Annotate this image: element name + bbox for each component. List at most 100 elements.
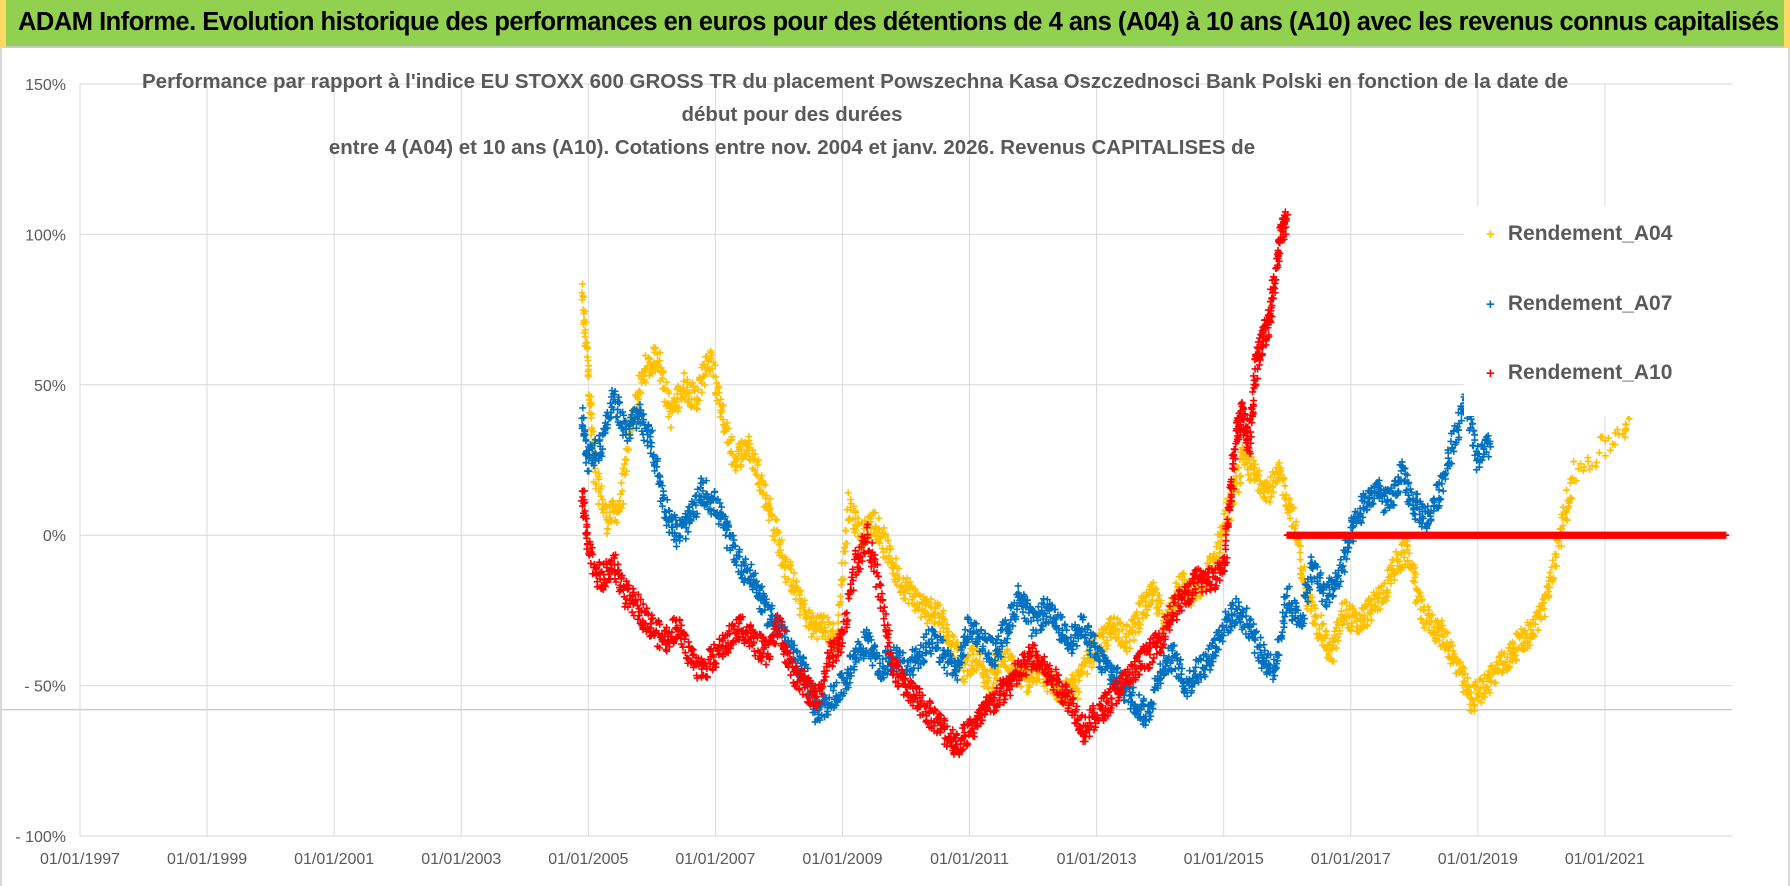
data-point (1130, 612, 1138, 620)
data-point (1075, 677, 1083, 685)
data-point (941, 616, 949, 624)
data-point (718, 407, 726, 415)
data-point (1329, 592, 1337, 600)
data-point (943, 621, 951, 629)
data-point (1152, 586, 1160, 594)
data-point (1251, 460, 1259, 468)
data-point (650, 345, 658, 353)
data-point (587, 401, 595, 409)
data-point (581, 333, 589, 341)
data-point (1126, 637, 1134, 645)
x-tick-label: 01/01/2021 (1565, 851, 1645, 868)
data-point (604, 525, 612, 533)
data-point (1562, 515, 1570, 523)
data-point (1249, 456, 1257, 464)
data-point (1606, 446, 1614, 454)
data-point (1294, 538, 1302, 546)
data-point (1376, 605, 1384, 613)
data-point (1250, 464, 1258, 472)
data-point (1206, 666, 1214, 674)
data-point (1570, 458, 1578, 466)
data-point (583, 345, 591, 353)
data-point (847, 506, 855, 514)
data-point (579, 280, 587, 288)
x-tick-label: 01/01/2007 (675, 851, 755, 868)
data-point (1262, 497, 1270, 505)
data-point (1090, 658, 1098, 666)
data-point (1313, 613, 1321, 621)
data-point (844, 489, 852, 497)
data-point (1281, 482, 1289, 490)
data-point (824, 614, 832, 622)
data-point (1111, 621, 1119, 629)
data-point (801, 596, 809, 604)
data-point (853, 521, 861, 529)
x-tick-label: 01/01/2011 (930, 851, 1009, 868)
data-point (1584, 457, 1592, 465)
data-point (768, 512, 776, 520)
data-point (664, 413, 672, 421)
banner-left-edge (0, 0, 6, 48)
data-point (935, 601, 943, 609)
data-point (669, 399, 677, 407)
y-tick-label: 150% (25, 77, 66, 94)
data-point (752, 471, 760, 479)
data-point (1116, 620, 1124, 628)
data-point (619, 465, 627, 473)
data-point (1003, 647, 1011, 655)
data-point (711, 361, 719, 369)
data-point (1343, 606, 1351, 614)
data-point (840, 544, 848, 552)
x-tick-label: 01/01/2019 (1438, 851, 1518, 868)
data-point (1360, 612, 1368, 620)
banner-right-edge (1784, 0, 1790, 48)
data-point (880, 524, 888, 532)
data-point (1212, 543, 1220, 551)
x-tick-label: 01/01/2005 (548, 851, 628, 868)
data-point (701, 372, 709, 380)
data-point (1068, 671, 1076, 679)
data-point (1278, 628, 1286, 636)
data-point (1146, 601, 1154, 609)
data-point (1266, 498, 1274, 506)
data-point (950, 633, 958, 641)
data-point (969, 650, 977, 658)
data-point (1344, 620, 1352, 628)
data-point (644, 354, 652, 362)
data-point (876, 539, 884, 547)
data-point (1382, 597, 1390, 605)
data-point (1347, 627, 1355, 635)
x-tick-label: 01/01/2009 (802, 851, 882, 868)
data-point (1106, 615, 1114, 623)
data-point (972, 666, 980, 674)
data-point (1363, 622, 1371, 630)
data-point (940, 615, 948, 623)
data-point (1291, 521, 1299, 529)
data-point (766, 495, 774, 503)
data-point (852, 526, 860, 534)
data-point (829, 620, 837, 628)
data-point (1336, 627, 1344, 635)
data-point (892, 555, 900, 563)
data-point (1285, 494, 1293, 502)
data-point (1380, 580, 1388, 588)
data-point (719, 401, 727, 409)
y-tick-label: 0% (43, 528, 66, 545)
data-point (818, 618, 826, 626)
data-point (1269, 675, 1277, 683)
data-point (698, 388, 706, 396)
data-point (906, 590, 914, 598)
data-point (599, 496, 607, 504)
data-point (646, 355, 654, 363)
data-point (1410, 578, 1418, 586)
data-point (875, 526, 883, 534)
x-tick-label: 01/01/2003 (421, 851, 501, 868)
data-point (1265, 487, 1273, 495)
data-point (1143, 611, 1151, 619)
data-point (623, 467, 631, 475)
data-point (636, 390, 644, 398)
data-point (1073, 684, 1081, 692)
data-point (874, 572, 882, 580)
data-point (1147, 600, 1155, 608)
data-point (642, 379, 650, 387)
